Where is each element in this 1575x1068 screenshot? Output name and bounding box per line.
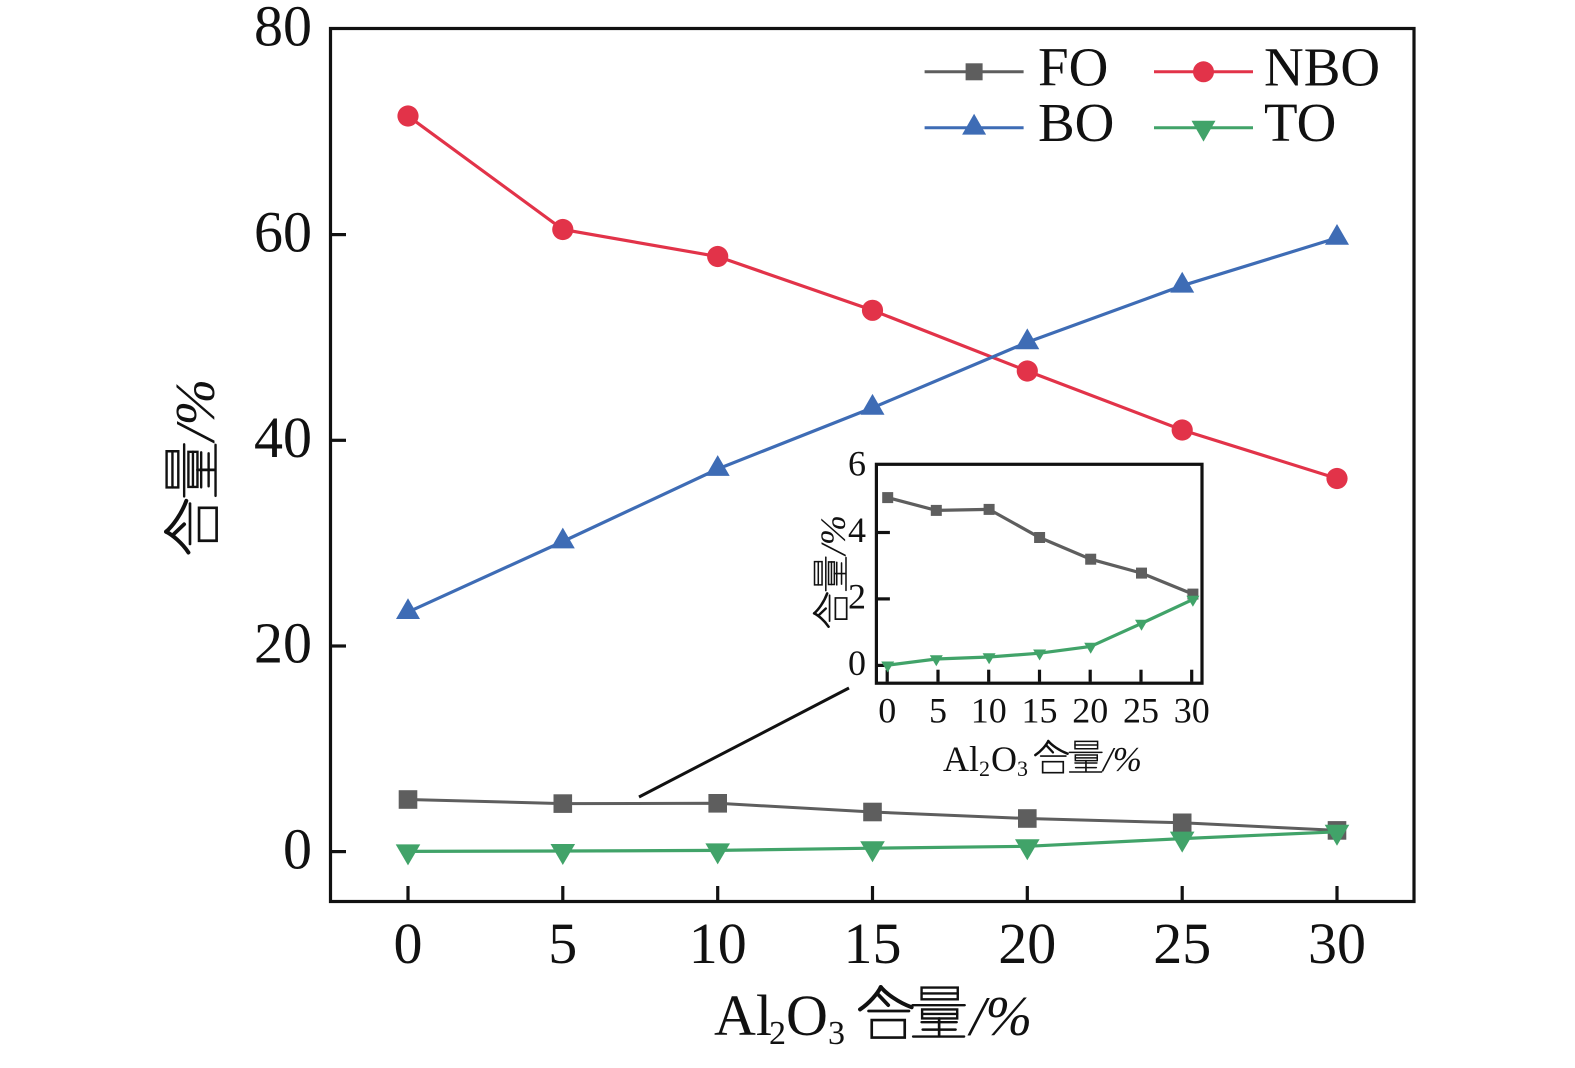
svg-text:20: 20 [254,611,312,676]
svg-text:15: 15 [1022,691,1058,731]
svg-text:Al: Al [714,983,772,1048]
svg-text:80: 80 [254,0,312,59]
svg-text:25: 25 [1123,691,1159,731]
svg-text:TO: TO [1264,92,1336,153]
svg-text:NBO: NBO [1264,36,1380,97]
svg-text:60: 60 [254,199,312,264]
svg-text:4: 4 [848,510,866,550]
svg-text:/%: /% [165,379,227,444]
svg-text:BO: BO [1038,92,1114,153]
svg-text:6: 6 [848,444,866,484]
svg-text:10: 10 [689,911,747,976]
svg-text:0: 0 [848,643,866,683]
svg-text:Al: Al [943,739,979,779]
svg-text:2: 2 [979,756,990,781]
svg-text:0: 0 [394,911,423,976]
svg-text:5: 5 [929,691,947,731]
svg-text:30: 30 [1174,691,1210,731]
svg-text:10: 10 [971,691,1007,731]
svg-text:O: O [786,983,828,1048]
svg-text:30: 30 [1308,911,1366,976]
svg-text:/%: /% [813,515,853,557]
svg-text:O: O [991,739,1017,779]
svg-text:/%: /% [967,986,1032,1048]
svg-text:FO: FO [1038,36,1108,97]
svg-text:40: 40 [254,405,312,470]
svg-text:5: 5 [548,911,577,976]
svg-text:20: 20 [998,911,1056,976]
svg-text:2: 2 [769,1015,786,1052]
svg-text:25: 25 [1153,911,1211,976]
svg-text:0: 0 [283,816,312,881]
svg-text:0: 0 [878,691,896,731]
svg-text:15: 15 [844,911,902,976]
svg-text:2: 2 [848,576,866,616]
svg-text:3: 3 [1017,756,1028,781]
svg-text:/%: /% [1101,740,1142,779]
svg-text:3: 3 [828,1015,845,1052]
svg-text:20: 20 [1072,691,1108,731]
